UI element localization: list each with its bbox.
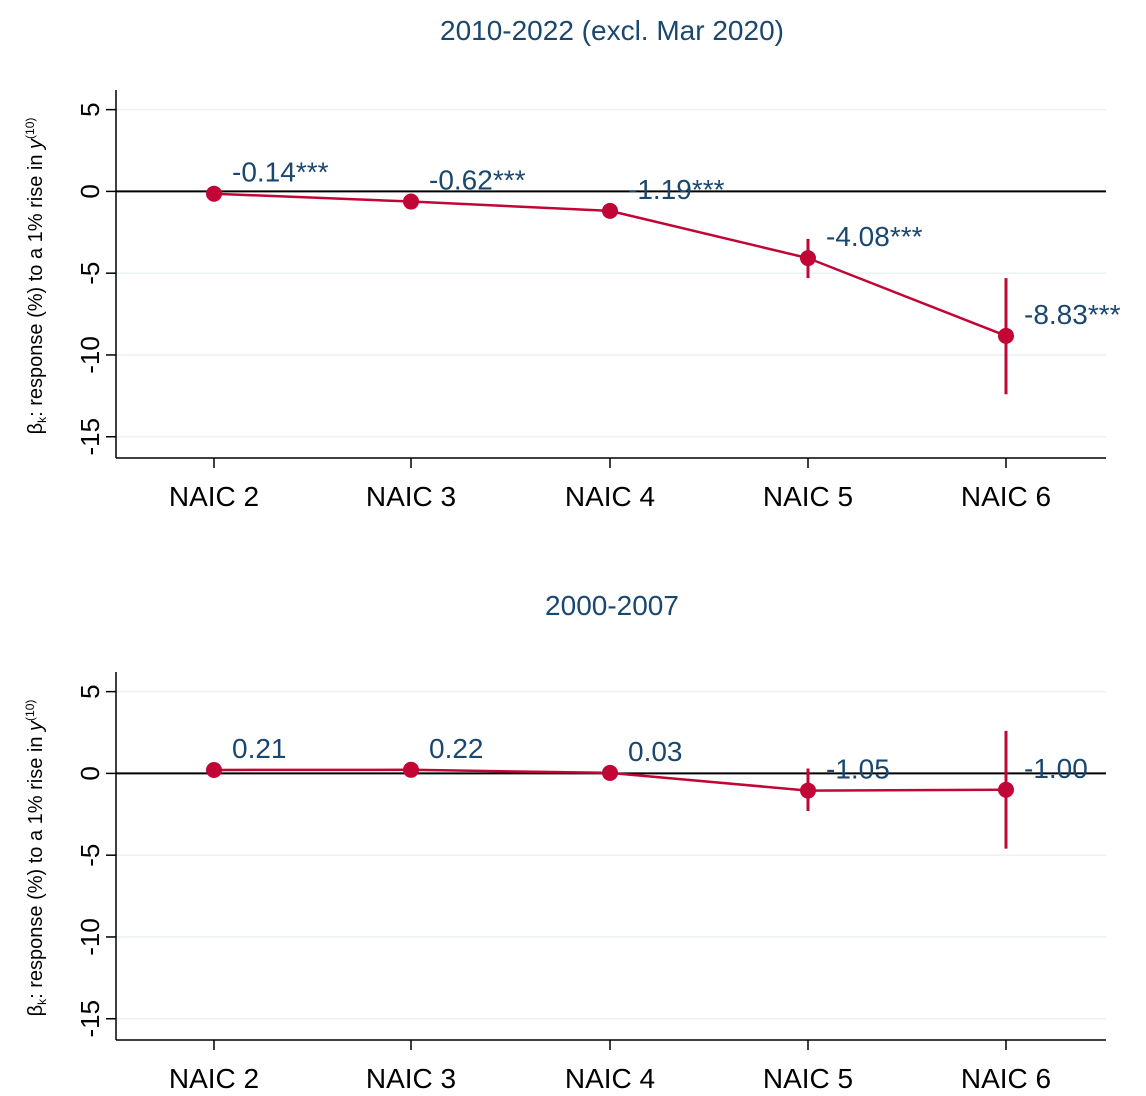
y-axis-title-sup: (10) (23, 118, 37, 139)
y-axis-title-sub: k (35, 998, 49, 1005)
x-tick-label: NAIC 3 (366, 481, 456, 512)
data-label: -1.19*** (628, 174, 725, 205)
y-axis-title-sup: (10) (23, 700, 37, 721)
data-point (602, 764, 618, 781)
panel-title: 2010-2022 (excl. Mar 2020) (440, 15, 784, 46)
y-axis-title: βk: response (%) to a 1% rise in y(10) (23, 700, 49, 1017)
y-axis-title-var: y (25, 720, 47, 733)
data-label: -0.14*** (232, 157, 329, 188)
data-label: 0.21 (232, 733, 287, 764)
data-point (206, 761, 222, 778)
x-tick-label: NAIC 5 (763, 481, 853, 512)
data-point (403, 761, 419, 778)
y-tick-label: -5 (75, 262, 105, 285)
y-axis-title-text: : response (%) to a 1% rise in (25, 731, 47, 999)
y-axis-title-var: y (25, 138, 47, 151)
chart-panel-bottom: 2000-2007 βk: response (%) to a 1% rise … (23, 590, 1106, 1094)
x-tick-label: NAIC 2 (169, 481, 259, 512)
data-label: -0.62*** (429, 165, 526, 196)
y-tick-label: -10 (75, 918, 105, 956)
data-point (998, 781, 1014, 798)
y-tick-label: -15 (75, 418, 105, 456)
y-tick-label: -5 (75, 844, 105, 867)
y-tick-label: -15 (75, 1000, 105, 1038)
chart-panel-top: 2010-2022 (excl. Mar 2020) βk: response … (23, 15, 1121, 512)
data-label: -8.83*** (1024, 299, 1121, 330)
y-axis-title-sub: k (35, 416, 49, 423)
data-point (602, 202, 618, 219)
y-axis-title: βk: response (%) to a 1% rise in y(10) (23, 118, 49, 435)
y-tick-label: 0 (75, 184, 105, 198)
data-point (998, 327, 1014, 344)
x-tick-label: NAIC 4 (565, 1063, 655, 1091)
y-axis-title-beta: β (25, 1005, 47, 1017)
y-tick-label: 0 (75, 766, 105, 780)
y-tick-label: 5 (75, 102, 105, 116)
plot-area: 5 0 -5 -10 -15 NAIC 2 NAIC 3 NAIC 4 NAIC 5 NAIC 6… (75, 90, 1121, 512)
y-tick-label: 5 (75, 684, 105, 698)
data-point (403, 193, 419, 210)
x-tick-label: NAIC 6 (961, 481, 1051, 512)
y-tick-label: -10 (75, 336, 105, 374)
data-label: -1.05 (826, 754, 890, 785)
data-label: -1.00 (1024, 753, 1088, 784)
data-point (800, 782, 816, 799)
data-point (800, 250, 816, 267)
data-label: -4.08*** (826, 221, 923, 252)
x-tick-label: NAIC 3 (366, 1063, 456, 1091)
data-point (206, 185, 222, 202)
plot-area: 5 0 -5 -10 -15 NAIC 2 NAIC 3 NAIC 4 NAIC 5 NAIC 6… (75, 672, 1106, 1094)
x-tick-label: NAIC 5 (763, 1063, 853, 1091)
data-label: 0.03 (628, 736, 683, 767)
x-tick-label: NAIC 4 (565, 481, 655, 512)
y-axis-title-text: : response (%) to a 1% rise in (25, 149, 47, 417)
data-label: 0.22 (429, 733, 484, 764)
x-tick-label: NAIC 6 (961, 1063, 1051, 1091)
panel-title: 2000-2007 (545, 590, 679, 621)
x-tick-label: NAIC 2 (169, 1063, 259, 1091)
y-axis-title-beta: β (25, 423, 47, 435)
